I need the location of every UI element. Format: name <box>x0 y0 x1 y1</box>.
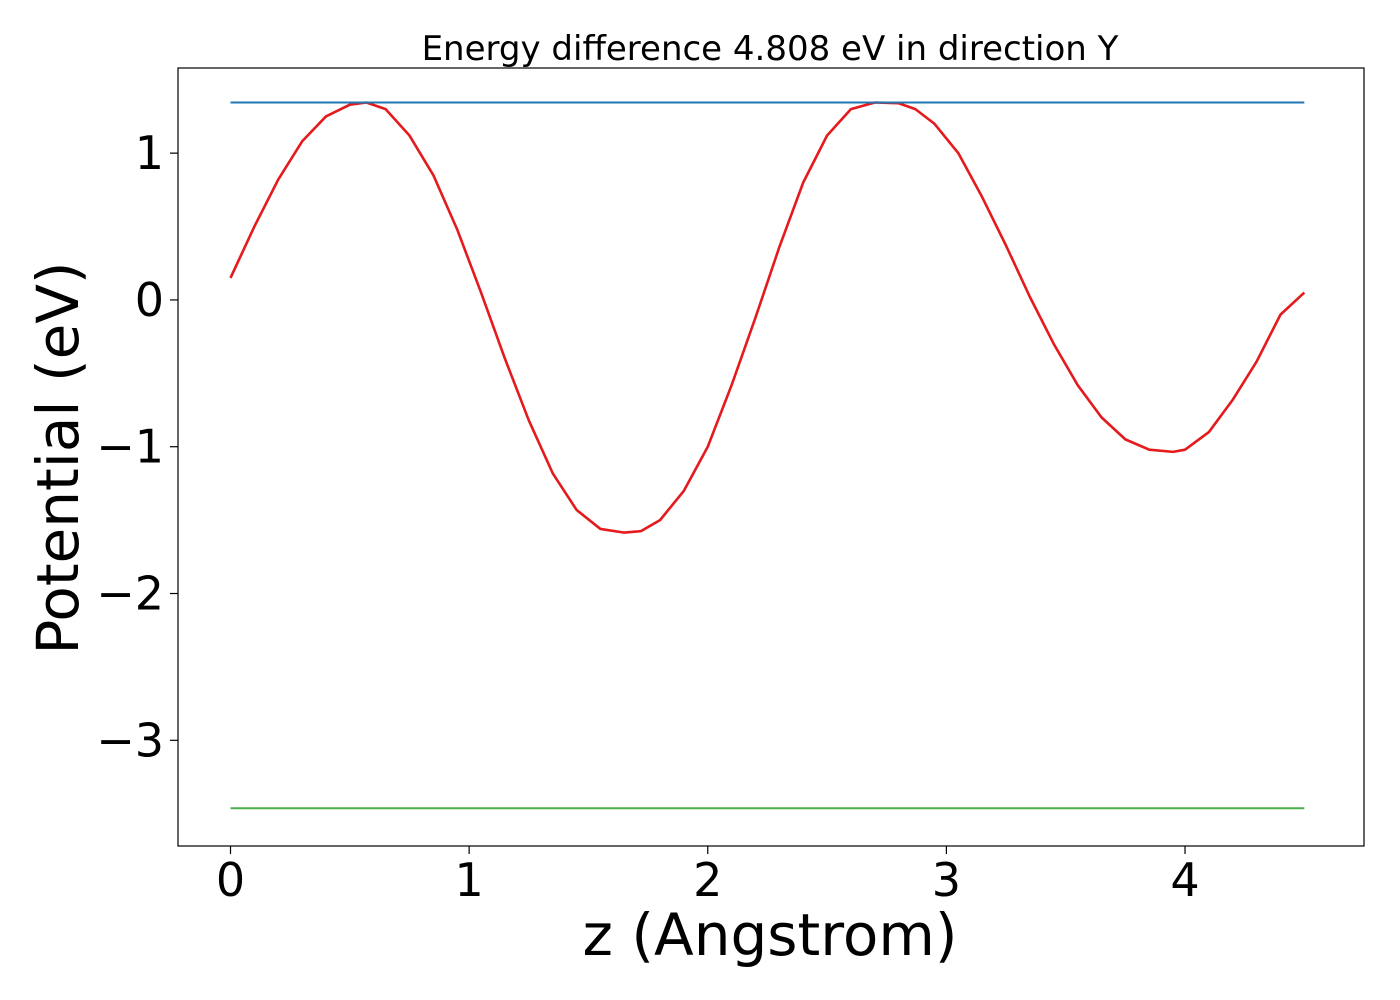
x-tick-label: 4 <box>1170 853 1199 907</box>
x-tick-label: 1 <box>454 853 483 907</box>
plot-frame <box>177 67 1365 847</box>
y-tick-label: −3 <box>96 713 164 767</box>
y-axis-label: Potential (eV) <box>24 261 92 654</box>
x-tick-label: 3 <box>932 853 961 907</box>
chart-title: Energy difference 4.808 eV in direction … <box>422 29 1119 69</box>
x-axis-ticks: 0 1 2 3 4 <box>216 846 1200 907</box>
x-axis-label: z (Angstrom) <box>583 901 958 969</box>
y-tick-label: −2 <box>96 567 164 621</box>
y-tick-label: −1 <box>96 420 164 474</box>
x-tick-label: 0 <box>216 853 245 907</box>
y-axis-ticks: 1 0 −1 −2 −3 <box>96 126 178 767</box>
x-tick-label: 2 <box>693 853 722 907</box>
y-tick-label: 1 <box>135 126 164 180</box>
series-line-0 <box>229 101 1306 534</box>
plot-lines <box>229 101 1306 810</box>
y-tick-label: 0 <box>135 273 164 327</box>
